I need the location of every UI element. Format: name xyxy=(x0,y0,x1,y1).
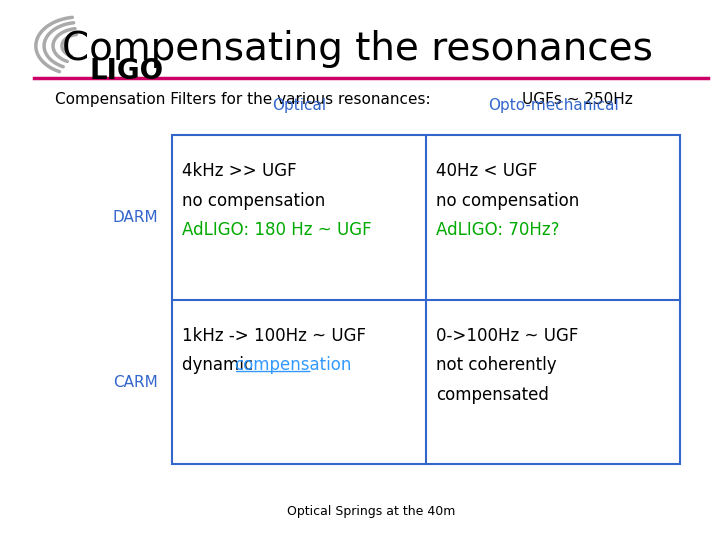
Text: no compensation: no compensation xyxy=(182,192,325,210)
Text: Compensating the resonances: Compensating the resonances xyxy=(62,30,653,68)
Text: 4kHz >> UGF: 4kHz >> UGF xyxy=(182,162,297,180)
Text: 1kHz -> 100Hz ~ UGF: 1kHz -> 100Hz ~ UGF xyxy=(182,327,366,345)
Text: 40Hz < UGF: 40Hz < UGF xyxy=(436,162,538,180)
Text: UGFs ~ 250Hz: UGFs ~ 250Hz xyxy=(522,92,633,107)
Text: no compensation: no compensation xyxy=(436,192,580,210)
Text: dynamic: dynamic xyxy=(182,356,258,374)
Text: DARM: DARM xyxy=(112,210,158,225)
Text: not coherently: not coherently xyxy=(436,356,557,374)
Text: LIGO: LIGO xyxy=(89,57,163,85)
Text: Compensation Filters for the various resonances:: Compensation Filters for the various res… xyxy=(55,92,431,107)
Text: Opto-mechanical: Opto-mechanical xyxy=(488,98,618,113)
Text: 0->100Hz ~ UGF: 0->100Hz ~ UGF xyxy=(436,327,579,345)
Text: AdLIGO: 70Hz?: AdLIGO: 70Hz? xyxy=(436,221,560,239)
Text: compensation: compensation xyxy=(234,356,351,374)
Text: Optical: Optical xyxy=(272,98,326,113)
Text: CARM: CARM xyxy=(114,375,158,389)
FancyBboxPatch shape xyxy=(172,135,680,464)
Text: AdLIGO: 180 Hz ~ UGF: AdLIGO: 180 Hz ~ UGF xyxy=(182,221,372,239)
Text: Optical Springs at the 40m: Optical Springs at the 40m xyxy=(287,505,455,518)
Text: compensated: compensated xyxy=(436,386,549,404)
